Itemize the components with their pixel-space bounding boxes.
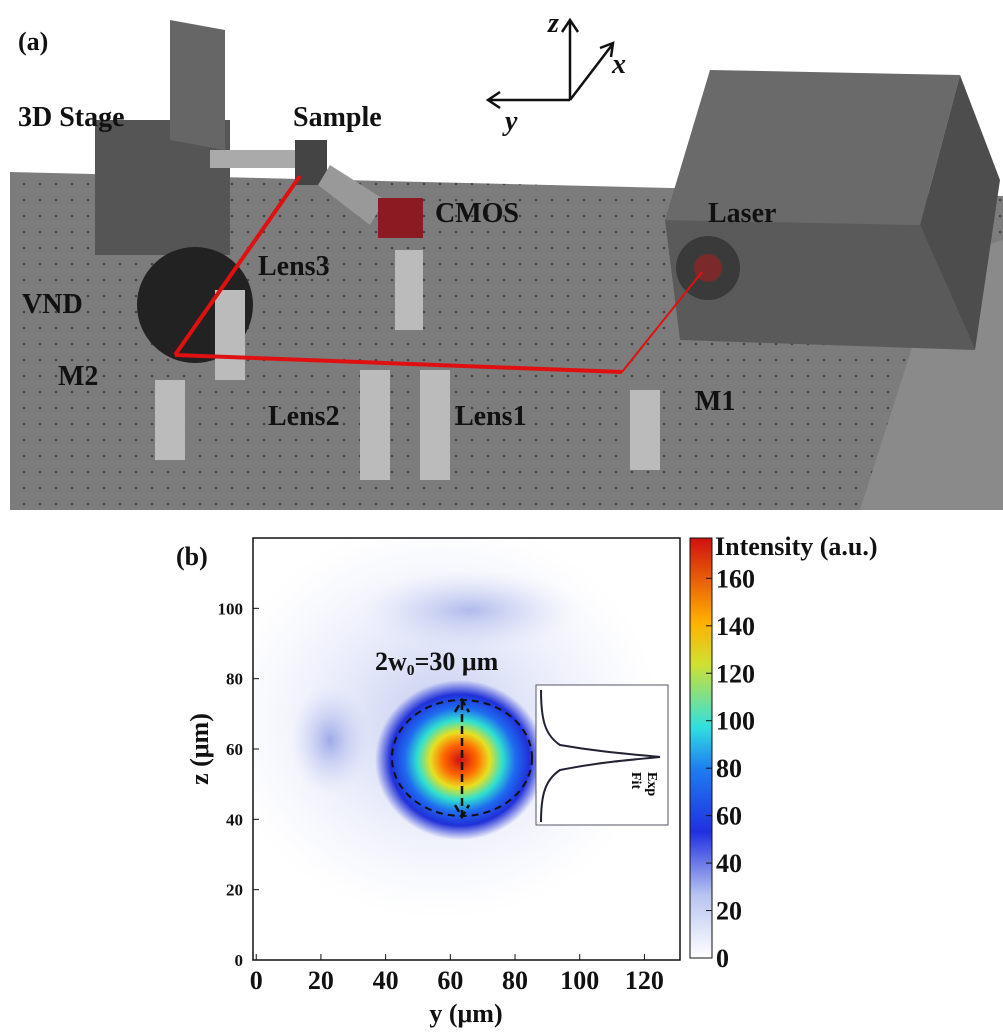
y-tick-label: 80 — [226, 670, 243, 689]
inset: Exp Fit — [536, 685, 668, 825]
colorbar-tick-label: 100 — [716, 707, 755, 736]
y-tick-label: 40 — [226, 810, 243, 829]
x-tick-label: 100 — [560, 966, 599, 995]
panel-label: (a) — [18, 27, 48, 56]
colorbar-tick-label: 160 — [716, 564, 755, 593]
x-tick-label: 0 — [250, 966, 263, 995]
component-label: Laser — [708, 198, 776, 229]
x-axis-label: y (μm) — [429, 999, 502, 1028]
colorbar-tick-label: 0 — [716, 944, 729, 973]
colorbar — [690, 538, 712, 958]
colorbar-tick-label: 120 — [716, 659, 755, 688]
component-label: 3D Stage — [18, 102, 125, 133]
colorbar-tick-label: 40 — [716, 849, 742, 878]
y-tick-label: 100 — [218, 599, 244, 618]
x-tick-label: 80 — [502, 966, 528, 995]
component-label: M2 — [58, 361, 98, 392]
legend-entry: Exp — [644, 772, 659, 796]
component-label: Sample — [293, 102, 382, 133]
panel-label: (b) — [176, 542, 208, 571]
x-tick-label: 120 — [625, 966, 664, 995]
component-label: VND — [22, 289, 83, 320]
colorbar-tick-label: 80 — [716, 754, 742, 783]
y-tick-label: 20 — [226, 881, 243, 900]
x-tick-label: 60 — [437, 966, 463, 995]
y-axis-label: z (μm) — [185, 713, 214, 785]
component-label: CMOS — [435, 198, 519, 229]
y-tick-label: 60 — [226, 740, 243, 759]
component-label: Lens1 — [455, 401, 527, 432]
axis-name: y — [502, 106, 518, 137]
colorbar-tick-label: 20 — [716, 897, 742, 926]
component-label: M1 — [695, 386, 735, 417]
axis-name: z — [547, 8, 559, 39]
x-tick-label: 40 — [373, 966, 399, 995]
scene — [10, 20, 1003, 510]
colorbar-label: Intensity (a.u.) — [715, 532, 878, 561]
colorbar-tick-label: 60 — [716, 802, 742, 831]
axis-name: x — [611, 49, 626, 80]
component-label: Lens2 — [268, 401, 340, 432]
colorbar-tick-label: 140 — [716, 612, 755, 641]
component-label: Lens3 — [258, 251, 330, 282]
x-tick-label: 20 — [308, 966, 334, 995]
y-tick-label: 0 — [235, 951, 244, 970]
annotation: 2w₀=30 μm — [375, 647, 499, 676]
figure: (a) z x y 3D Stage Sample CMOS Laser Len… — [0, 0, 1003, 1032]
legend-entry: Fit — [628, 772, 643, 789]
